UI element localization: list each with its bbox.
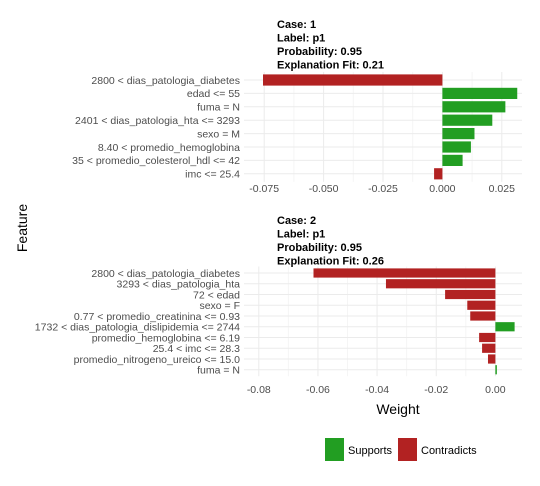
x-tick-label: -0.050 bbox=[309, 183, 339, 195]
bar bbox=[442, 87, 518, 99]
panel-header-line: Case: 1 bbox=[277, 19, 316, 31]
y-axis-title: Feature bbox=[14, 204, 30, 252]
panel-header-line: Case: 2 bbox=[277, 215, 316, 227]
bar bbox=[442, 101, 506, 113]
x-tick-label: 0.00 bbox=[485, 384, 506, 396]
bar bbox=[482, 343, 496, 353]
bar bbox=[263, 74, 443, 86]
feature-label: 0.77 < promedio_creatinina <= 0.93 bbox=[74, 311, 240, 323]
x-tick-label: -0.08 bbox=[247, 384, 271, 396]
x-tick-label: -0.025 bbox=[368, 183, 398, 195]
bar bbox=[495, 322, 515, 332]
feature-label: 25.4 < imc <= 28.3 bbox=[153, 343, 240, 355]
x-tick-label: 0.025 bbox=[489, 183, 515, 195]
bar bbox=[487, 354, 496, 364]
bar bbox=[470, 311, 496, 321]
x-tick-label: -0.06 bbox=[306, 384, 330, 396]
legend: Supports Contradicts bbox=[325, 438, 477, 461]
bar bbox=[434, 168, 443, 180]
panel-header-line: Probability: 0.95 bbox=[277, 242, 362, 254]
feature-label: 3293 < dias_patologia_hta bbox=[117, 279, 241, 291]
bar bbox=[442, 154, 463, 166]
panel-header-line: Explanation Fit: 0.26 bbox=[277, 256, 384, 268]
panel-header-line: Probability: 0.95 bbox=[277, 46, 362, 58]
feature-label: imc <= 25.4 bbox=[185, 169, 240, 181]
panel-header-line: Label: p1 bbox=[277, 33, 325, 45]
feature-label: 2401 < dias_patologia_hta <= 3293 bbox=[75, 115, 240, 127]
legend-label-supports: Supports bbox=[348, 445, 393, 457]
feature-label: promedio_hemoglobina <= 6.19 bbox=[92, 332, 240, 344]
x-axis-title: Weight bbox=[376, 401, 419, 417]
feature-label: 35 < promedio_colesterol_hdl <= 42 bbox=[72, 155, 240, 167]
bar bbox=[442, 128, 475, 140]
panel-header-line: Label: p1 bbox=[277, 229, 325, 241]
bar bbox=[442, 141, 471, 153]
legend-label-contradicts: Contradicts bbox=[421, 445, 477, 457]
bar bbox=[445, 289, 496, 300]
legend-swatch-supports bbox=[325, 438, 344, 461]
x-tick-label: 0.000 bbox=[429, 183, 455, 195]
bar bbox=[442, 114, 493, 126]
panel-header-line: Explanation Fit: 0.21 bbox=[277, 60, 384, 72]
bar bbox=[385, 279, 496, 289]
feature-label: promedio_nitrogeno_ureico <= 15.0 bbox=[74, 354, 241, 366]
feature-label: 72 < edad bbox=[193, 289, 240, 301]
bar bbox=[479, 332, 496, 343]
x-tick-label: -0.04 bbox=[365, 384, 389, 396]
feature-label: sexo = F bbox=[199, 300, 240, 312]
x-tick-label: -0.075 bbox=[249, 183, 279, 195]
feature-label: 1732 < dias_patologia_dislipidemia <= 27… bbox=[35, 322, 240, 334]
bar bbox=[467, 300, 496, 310]
feature-label: edad <= 55 bbox=[187, 88, 240, 100]
bar bbox=[495, 365, 497, 375]
feature-label: fuma = N bbox=[197, 102, 240, 114]
feature-label: sexo = M bbox=[197, 128, 240, 140]
feature-label: 8.40 < promedio_hemoglobina bbox=[98, 142, 240, 154]
feature-label: 2800 < dias_patologia_diabetes bbox=[91, 268, 240, 280]
feature-label: 2800 < dias_patologia_diabetes bbox=[91, 75, 240, 87]
x-tick-label: -0.02 bbox=[424, 384, 448, 396]
bar bbox=[313, 268, 496, 278]
legend-swatch-contradicts bbox=[398, 438, 417, 461]
feature-label: fuma = N bbox=[197, 365, 240, 377]
